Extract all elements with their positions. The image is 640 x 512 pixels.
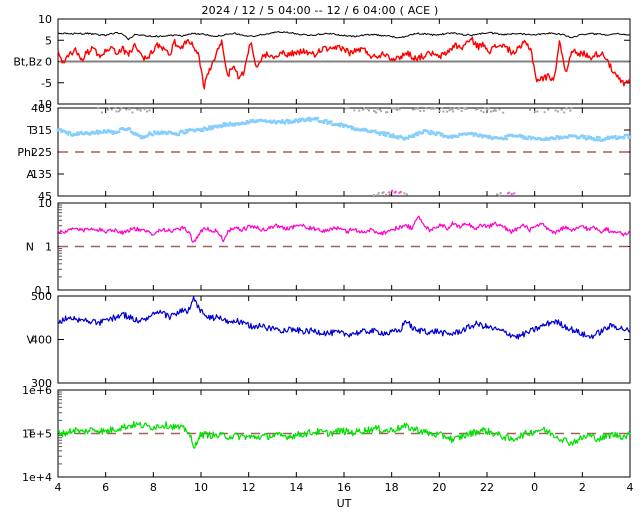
ylabel-phi-phi: Phi: [17, 146, 34, 159]
xtick-4: 12: [242, 481, 256, 494]
panel-frame-phi-theta: [57, 107, 631, 197]
ylabel-density: N: [26, 241, 34, 254]
ytick-velocity-2: 300: [31, 377, 52, 390]
ytick-bt-bz-2: 0: [45, 56, 52, 69]
xtick-8: 20: [432, 481, 446, 494]
ylabel-phi-a: A: [26, 168, 34, 181]
ytick-phi-theta-0: 405: [31, 102, 52, 115]
xtick-9: 22: [480, 481, 494, 494]
panel-frame-density: [57, 202, 631, 291]
xtick-0: 4: [55, 481, 62, 494]
ytick-temperature-2: 1e+4: [22, 471, 52, 484]
ytick-temperature-1: 1e+5: [22, 428, 52, 441]
xtick-5: 14: [289, 481, 303, 494]
series-v: [57, 296, 631, 340]
xtick-2: 8: [150, 481, 157, 494]
ytick-density-2: 0.1: [35, 284, 53, 297]
xtick-1: 6: [102, 481, 109, 494]
ytick-phi-theta-3: 135: [31, 168, 52, 181]
ytick-bt-bz-4: -10: [34, 98, 52, 111]
ytick-bt-bz-0: 10: [38, 13, 52, 26]
panel-frame-velocity: [57, 295, 631, 384]
ytick-density-0: 10: [38, 197, 52, 210]
series-theta: [97, 107, 573, 197]
series-bt: [57, 31, 631, 41]
series-n: [57, 215, 631, 243]
ytick-velocity-1: 400: [31, 334, 52, 347]
xaxis-label: UT: [337, 497, 352, 510]
ytick-phi-theta-2: 225: [31, 146, 52, 159]
ytick-temperature-0: 1e+6: [22, 384, 52, 397]
ytick-bt-bz-1: 5: [45, 34, 52, 47]
ytick-bt-bz-3: -5: [41, 77, 52, 90]
series-bz: [57, 36, 631, 90]
page-title: 2024 / 12 / 5 04:00 -- 12 / 6 04:00 ( AC…: [201, 4, 439, 17]
xtick-10: 0: [531, 481, 538, 494]
series-phi: [56, 116, 632, 142]
xtick-11: 2: [579, 481, 586, 494]
series-t: [57, 420, 631, 449]
xtick-6: 16: [337, 481, 351, 494]
xtick-12: 4: [627, 481, 634, 494]
xtick-7: 18: [385, 481, 399, 494]
ytick-phi-theta-1: 315: [31, 124, 52, 137]
ylabel-velocity: V: [26, 334, 34, 347]
ylabel-temperature: T: [26, 428, 34, 441]
ylabel-phi-t: T: [26, 124, 34, 137]
ytick-phi-theta-4: 45: [38, 190, 52, 203]
ytick-density-1: 1: [45, 241, 52, 254]
ytick-velocity-0: 500: [31, 290, 52, 303]
xtick-3: 10: [194, 481, 208, 494]
ylabel-bt-bz: Bt,Bz: [13, 56, 42, 69]
